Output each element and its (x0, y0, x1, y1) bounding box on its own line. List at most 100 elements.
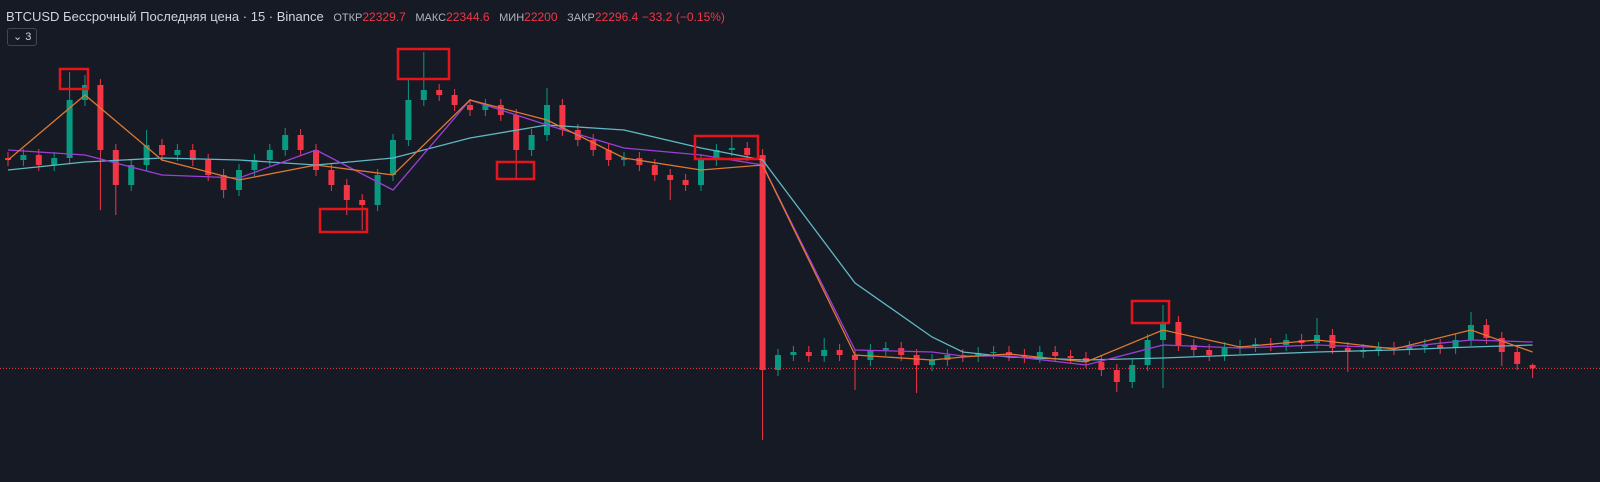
ohlc-label: ОТКР (333, 12, 363, 24)
candle-body (867, 350, 874, 360)
candle-body (728, 148, 735, 150)
highlight-box (58, 67, 90, 91)
candle-body (282, 135, 289, 150)
annotation-boxes (58, 47, 1171, 325)
candle-body (1344, 348, 1351, 352)
candle-body (405, 100, 412, 140)
candle-body (513, 115, 520, 150)
candle-body (5, 158, 11, 160)
candle-body (1206, 350, 1213, 355)
candle-body (1113, 370, 1120, 382)
candle-body (1483, 325, 1490, 338)
indicators-toggle[interactable]: ⌄ 3 (7, 28, 38, 46)
legend-header: BTCUSD Бессрочный Последняя цена · 15 · … (6, 9, 725, 24)
candle-body (112, 150, 119, 185)
candle-body (1036, 352, 1043, 357)
change-percent: (−0.15%) (675, 10, 725, 24)
candle-body (359, 200, 366, 205)
candle-body (882, 348, 889, 350)
indicators-count: 3 (25, 31, 32, 43)
highlight-box (318, 207, 369, 234)
candle-body (990, 352, 997, 353)
ohlc-label: МАКС (415, 12, 447, 24)
ohlc-label: ЗАКР (567, 12, 595, 24)
candle-body (559, 105, 566, 130)
candle-body (374, 175, 381, 205)
candle-body (20, 155, 27, 160)
candle-body (297, 135, 304, 150)
moving-average (7, 124, 1533, 361)
candle-body (35, 155, 42, 165)
ohlc-value: 22329.7 (362, 10, 406, 24)
candle-body (682, 180, 689, 185)
candle-body (420, 90, 427, 100)
candle-body (174, 150, 181, 155)
candle-body (944, 355, 951, 360)
candle-body (343, 185, 350, 200)
candle-body (929, 360, 935, 365)
candle-body (975, 353, 982, 356)
candle-body (1067, 356, 1074, 358)
candle-body (636, 158, 643, 165)
ohlc-value: 22344.6 (446, 10, 490, 24)
candle-body (1498, 338, 1505, 352)
candle-body (328, 170, 335, 185)
candle-body (313, 150, 319, 170)
candle-body (713, 150, 720, 160)
candle-body (852, 355, 858, 360)
candle-body (1129, 365, 1136, 382)
highlight-box (1130, 299, 1171, 325)
candle-body (775, 355, 781, 370)
candle-body (1437, 345, 1444, 348)
candles (5, 52, 1536, 440)
candle-body (1052, 352, 1059, 356)
ohlc-value: 22200 (524, 10, 558, 24)
change: −33.2 (641, 10, 673, 24)
candle-body (205, 160, 212, 175)
candle-body (1468, 325, 1474, 340)
highlight-box (693, 134, 760, 161)
moving-average (7, 94, 1533, 363)
candle-body (1314, 335, 1320, 343)
candle-body (1375, 348, 1382, 350)
ohlc-label: МИН (499, 12, 525, 24)
candle-body (1514, 352, 1521, 364)
candle-body (1190, 345, 1197, 350)
candle-body (913, 355, 920, 365)
candle-body (698, 160, 704, 185)
moving-average (7, 99, 1533, 366)
candle-body (1221, 348, 1228, 355)
candle-body (266, 150, 273, 160)
candle-body (805, 352, 812, 356)
candle-body (744, 148, 751, 155)
candle-body (821, 350, 828, 356)
candle-body (467, 105, 473, 110)
candle-body (128, 165, 135, 185)
candle-body (759, 155, 766, 370)
candle-body (189, 150, 196, 160)
candle-body (451, 95, 458, 105)
candle-body (790, 352, 797, 355)
candle-body (621, 158, 627, 160)
candle-body (1529, 365, 1536, 369)
highlight-box (396, 47, 451, 81)
candle-body (651, 165, 658, 175)
candle-body (66, 100, 73, 158)
candle-body (436, 90, 443, 95)
candle-body (1421, 345, 1428, 347)
candle-body (482, 105, 489, 110)
candle-body (97, 85, 104, 150)
candle-body (590, 140, 597, 150)
candle-body (605, 150, 612, 160)
candle-body (1098, 362, 1105, 370)
candle-body (1144, 340, 1151, 365)
symbol: BTCUSD Бессрочный Последняя цена · 15 · … (6, 9, 324, 24)
candle-body (159, 145, 165, 155)
candle-body (1452, 340, 1459, 348)
candle-body (1160, 322, 1166, 340)
candle-body (528, 135, 535, 150)
candle-body (143, 145, 150, 165)
candle-body (667, 175, 674, 180)
